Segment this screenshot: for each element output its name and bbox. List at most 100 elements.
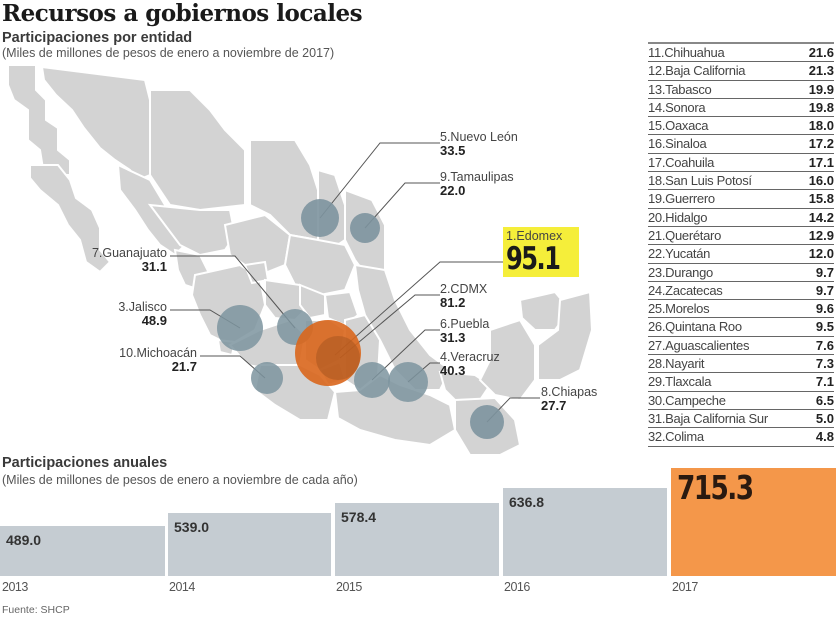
state-value: 4.8 xyxy=(815,429,834,445)
ranking-row: 18.San Luis Potosí 16.0 xyxy=(648,172,834,191)
year-label-2014: 2014 xyxy=(169,580,195,594)
state-name: 30.Campeche xyxy=(648,392,726,408)
state-name: 22.Yucatán xyxy=(648,246,711,262)
state-value: 5.0 xyxy=(815,410,834,426)
state-value: 17.2 xyxy=(808,136,834,152)
ranking-row: 32.Colima 4.8 xyxy=(648,428,834,447)
label-jalisco: 3.Jalisco 48.9 xyxy=(118,300,167,328)
year-label-2016: 2016 xyxy=(504,580,530,594)
annual-units-note: (Miles de millones de pesos de enero a n… xyxy=(2,473,358,487)
state-name: 28.Nayarit xyxy=(648,356,705,372)
ranking-row: 11.Chihuahua 21.6 xyxy=(648,44,834,63)
ranking-row: 29.Tlaxcala 7.1 xyxy=(648,373,834,392)
state-value: 14.2 xyxy=(808,209,834,225)
state-value: 18.0 xyxy=(808,118,834,134)
state-name: 18.San Luis Potosí xyxy=(648,173,752,189)
label-nuevo-leon: 5.Nuevo León 33.5 xyxy=(440,130,518,158)
map-subtitle: Participaciones por entidad xyxy=(2,30,193,46)
leader-lines xyxy=(170,142,540,423)
year-label-2015: 2015 xyxy=(336,580,362,594)
year-label-2017: 2017 xyxy=(672,580,698,594)
state-name: 24.Zacatecas xyxy=(648,282,723,298)
year-label-2013: 2013 xyxy=(2,580,28,594)
state-name: 21.Querétaro xyxy=(648,227,722,243)
bar-2017-highlight: 715.3 xyxy=(671,468,836,576)
ranking-row: 25.Morelos 9.6 xyxy=(648,300,834,319)
label-edomex-highlight: 1.Edomex 95.1 xyxy=(503,227,579,277)
ranking-row: 19.Guerrero 15.8 xyxy=(648,190,834,209)
ranking-row: 31.Baja California Sur 5.0 xyxy=(648,410,834,429)
bubble-puebla xyxy=(354,362,390,398)
state-name: 20.Hidalgo xyxy=(648,209,708,225)
bubble-cdmx xyxy=(316,336,360,380)
state-value: 9.7 xyxy=(815,264,834,280)
bar-2015: 578.4 xyxy=(335,503,499,576)
state-name: 15.Oaxaca xyxy=(648,118,709,134)
state-name: 16.Sinaloa xyxy=(648,136,707,152)
bubble-chiapas xyxy=(470,405,504,439)
state-value: 16.0 xyxy=(808,173,834,189)
bar-2014: 539.0 xyxy=(168,513,331,576)
ranking-row: 15.Oaxaca 18.0 xyxy=(648,117,834,136)
label-puebla: 6.Puebla 31.3 xyxy=(440,317,490,345)
state-name: 31.Baja California Sur xyxy=(648,410,768,426)
state-value: 19.9 xyxy=(808,81,834,97)
ranking-row: 28.Nayarit 7.3 xyxy=(648,355,834,374)
label-guanajuato: 7.Guanajuato 31.1 xyxy=(91,246,167,274)
state-value: 21.6 xyxy=(808,45,834,60)
bar-2016: 636.8 xyxy=(503,488,667,576)
annual-title: Participaciones anuales xyxy=(2,455,168,471)
bubble-veracruz xyxy=(388,362,428,402)
state-value: 7.1 xyxy=(815,374,834,390)
ranking-row: 12.Baja California 21.3 xyxy=(648,62,834,81)
state-value: 15.8 xyxy=(808,191,834,207)
ranking-row: 24.Zacatecas 9.7 xyxy=(648,282,834,301)
ranking-table: 11.Chihuahua 21.6 12.Baja California 21.3 13… xyxy=(648,42,834,447)
state-name: 23.Durango xyxy=(648,264,713,280)
state-value: 7.6 xyxy=(815,337,834,353)
state-name: 26.Quintana Roo xyxy=(648,319,742,335)
chart-title: Recursos a gobiernos locales xyxy=(2,0,363,27)
map-units-note: (Miles de millones de pesos de enero a n… xyxy=(2,46,335,60)
label-michoacan: 10.Michoacán 21.7 xyxy=(119,346,197,374)
state-name: 27.Aguascalientes xyxy=(648,337,750,353)
bubble-michoacan xyxy=(251,362,283,394)
state-value: 19.8 xyxy=(808,99,834,115)
mexico-bubble-map xyxy=(7,64,594,456)
label-veracruz: 4.Veracruz 40.3 xyxy=(440,350,500,378)
ranking-row: 23.Durango 9.7 xyxy=(648,264,834,282)
state-value: 12.9 xyxy=(808,227,834,243)
state-value: 9.7 xyxy=(815,282,834,298)
ranking-row: 27.Aguascalientes 7.6 xyxy=(648,337,834,356)
state-name: 32.Colima xyxy=(648,429,704,445)
state-value: 7.3 xyxy=(815,356,834,372)
state-value: 17.1 xyxy=(808,154,834,170)
state-value: 21.3 xyxy=(808,63,834,79)
ranking-row: 20.Hidalgo 14.2 xyxy=(648,209,834,227)
ranking-row: 16.Sinaloa 17.2 xyxy=(648,135,834,154)
label-cdmx: 2.CDMX 81.2 xyxy=(440,282,488,310)
state-value: 9.5 xyxy=(815,319,834,335)
state-name: 12.Baja California xyxy=(648,63,746,79)
bar-2013: 489.0 xyxy=(0,526,165,576)
state-name: 14.Sonora xyxy=(648,99,706,115)
state-name: 11.Chihuahua xyxy=(648,45,725,60)
source-note: Fuente: SHCP xyxy=(2,604,70,616)
ranking-row: 13.Tabasco 19.9 xyxy=(648,81,834,99)
state-name: 13.Tabasco xyxy=(648,81,712,97)
ranking-row: 22.Yucatán 12.0 xyxy=(648,245,834,264)
state-name: 25.Morelos xyxy=(648,301,710,317)
bubble-jalisco xyxy=(217,305,263,351)
bubbles xyxy=(217,199,504,439)
ranking-row: 21.Querétaro 12.9 xyxy=(648,227,834,246)
label-tamaulipas: 9.Tamaulipas 22.0 xyxy=(440,170,514,198)
state-name: 29.Tlaxcala xyxy=(648,374,712,390)
state-value: 6.5 xyxy=(815,392,834,408)
state-value: 9.6 xyxy=(815,301,834,317)
ranking-row: 14.Sonora 19.8 xyxy=(648,99,834,118)
ranking-row: 30.Campeche 6.5 xyxy=(648,392,834,410)
ranking-row: 17.Coahuila 17.1 xyxy=(648,154,834,173)
bubble-tamaulipas xyxy=(350,213,380,243)
label-chiapas: 8.Chiapas 27.7 xyxy=(541,385,598,413)
state-value: 12.0 xyxy=(808,246,834,262)
